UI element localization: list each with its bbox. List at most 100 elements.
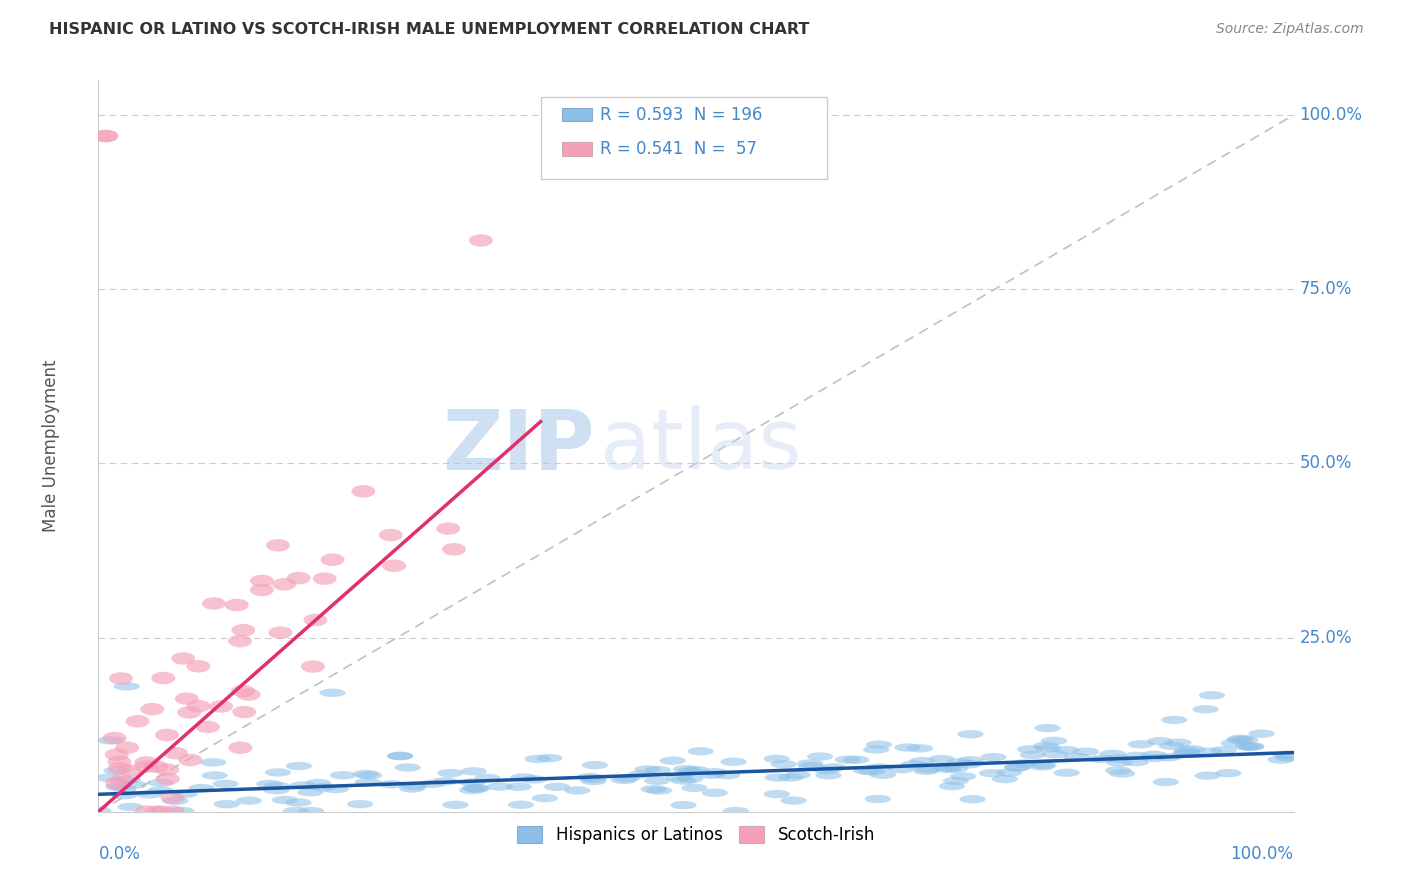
- Ellipse shape: [1211, 746, 1237, 755]
- Ellipse shape: [103, 731, 127, 745]
- Ellipse shape: [1017, 745, 1043, 754]
- Ellipse shape: [536, 754, 562, 763]
- Ellipse shape: [436, 523, 460, 535]
- Ellipse shape: [232, 706, 256, 718]
- Ellipse shape: [1053, 746, 1080, 755]
- Ellipse shape: [1011, 759, 1038, 768]
- Text: 100.0%: 100.0%: [1299, 106, 1362, 124]
- Ellipse shape: [460, 786, 485, 794]
- Ellipse shape: [765, 773, 790, 781]
- Ellipse shape: [980, 753, 1007, 762]
- Ellipse shape: [956, 760, 981, 769]
- Ellipse shape: [401, 782, 427, 790]
- Ellipse shape: [1122, 752, 1149, 760]
- Ellipse shape: [290, 781, 316, 789]
- Ellipse shape: [763, 790, 790, 798]
- Legend: Hispanics or Latinos, Scotch-Irish: Hispanics or Latinos, Scotch-Irish: [510, 820, 882, 851]
- Ellipse shape: [105, 777, 129, 789]
- Ellipse shape: [1099, 749, 1126, 758]
- Ellipse shape: [271, 796, 298, 805]
- Ellipse shape: [991, 775, 1018, 783]
- Ellipse shape: [935, 764, 962, 773]
- Ellipse shape: [179, 754, 202, 766]
- Ellipse shape: [1234, 742, 1260, 751]
- Ellipse shape: [107, 756, 131, 768]
- Ellipse shape: [353, 770, 378, 778]
- Ellipse shape: [172, 789, 198, 798]
- Ellipse shape: [1232, 736, 1258, 744]
- Ellipse shape: [1122, 758, 1149, 766]
- Ellipse shape: [678, 767, 703, 775]
- Ellipse shape: [134, 756, 157, 769]
- Ellipse shape: [103, 766, 129, 775]
- Ellipse shape: [1153, 778, 1180, 786]
- Ellipse shape: [236, 689, 260, 701]
- Ellipse shape: [1105, 766, 1132, 774]
- Ellipse shape: [437, 769, 464, 777]
- Ellipse shape: [304, 614, 328, 626]
- Ellipse shape: [1171, 749, 1198, 757]
- Ellipse shape: [907, 744, 934, 753]
- Ellipse shape: [1035, 724, 1060, 732]
- Ellipse shape: [524, 755, 551, 763]
- Ellipse shape: [1107, 758, 1133, 766]
- Ellipse shape: [1249, 730, 1275, 738]
- Ellipse shape: [283, 807, 309, 815]
- Text: 25.0%: 25.0%: [1299, 629, 1353, 647]
- Ellipse shape: [1215, 769, 1241, 777]
- Ellipse shape: [461, 767, 486, 775]
- Ellipse shape: [441, 543, 465, 556]
- Ellipse shape: [250, 583, 274, 596]
- Ellipse shape: [780, 797, 807, 805]
- Text: 0.0%: 0.0%: [98, 845, 141, 863]
- Ellipse shape: [160, 791, 184, 804]
- Ellipse shape: [1140, 751, 1167, 759]
- Ellipse shape: [581, 774, 606, 783]
- Ellipse shape: [1161, 715, 1187, 724]
- Ellipse shape: [195, 721, 219, 733]
- Ellipse shape: [156, 764, 180, 776]
- Ellipse shape: [1227, 734, 1254, 743]
- Ellipse shape: [460, 779, 485, 787]
- Ellipse shape: [152, 672, 176, 684]
- Ellipse shape: [1029, 762, 1054, 771]
- Ellipse shape: [942, 764, 969, 772]
- Text: R = 0.541  N =  57: R = 0.541 N = 57: [600, 140, 758, 158]
- Ellipse shape: [1104, 755, 1130, 763]
- Ellipse shape: [1073, 747, 1099, 756]
- Ellipse shape: [387, 752, 413, 760]
- Ellipse shape: [105, 748, 129, 761]
- Ellipse shape: [172, 652, 195, 665]
- Ellipse shape: [1147, 737, 1174, 746]
- Ellipse shape: [859, 767, 886, 775]
- Ellipse shape: [285, 798, 312, 806]
- Ellipse shape: [1220, 739, 1247, 747]
- Ellipse shape: [1239, 742, 1264, 750]
- Ellipse shape: [1004, 764, 1031, 772]
- Ellipse shape: [979, 769, 1005, 777]
- Ellipse shape: [1042, 750, 1069, 758]
- Ellipse shape: [155, 729, 179, 741]
- Ellipse shape: [319, 689, 346, 697]
- Ellipse shape: [202, 598, 226, 610]
- Ellipse shape: [564, 786, 591, 795]
- Ellipse shape: [108, 762, 132, 774]
- Ellipse shape: [1140, 754, 1167, 762]
- Ellipse shape: [149, 805, 173, 818]
- Ellipse shape: [1040, 737, 1067, 745]
- Ellipse shape: [778, 773, 804, 781]
- Ellipse shape: [807, 752, 834, 761]
- Ellipse shape: [770, 760, 797, 769]
- Ellipse shape: [136, 790, 163, 798]
- Ellipse shape: [111, 791, 138, 799]
- Ellipse shape: [939, 782, 965, 790]
- Ellipse shape: [928, 755, 955, 764]
- Ellipse shape: [1237, 743, 1264, 751]
- Ellipse shape: [110, 774, 134, 787]
- Ellipse shape: [264, 781, 290, 790]
- Ellipse shape: [946, 758, 973, 766]
- Ellipse shape: [1275, 754, 1301, 762]
- Ellipse shape: [378, 780, 405, 789]
- Ellipse shape: [901, 760, 927, 769]
- Ellipse shape: [322, 785, 349, 793]
